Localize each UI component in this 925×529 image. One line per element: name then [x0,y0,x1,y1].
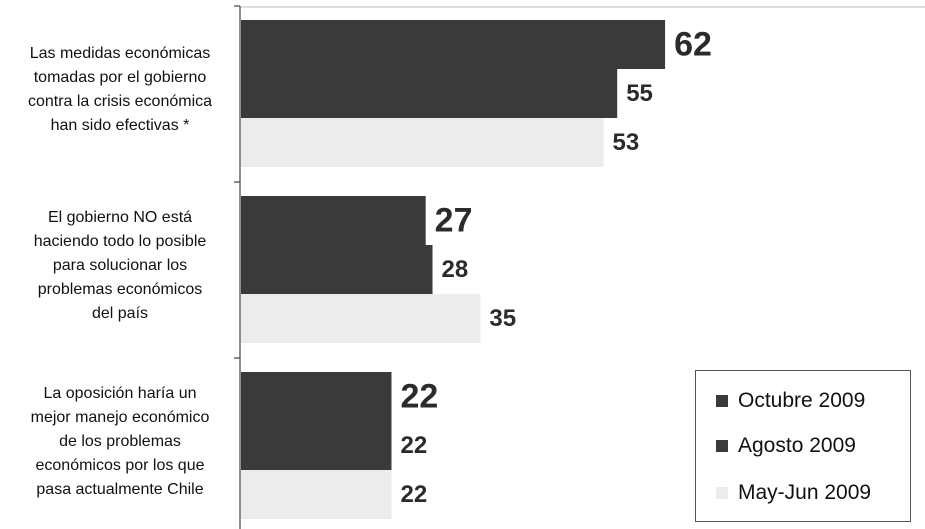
category-label-line: Las medidas económicas [29,45,211,62]
legend-swatch-may-jun-2009 [716,487,728,499]
legend-swatch-octubre-2009 [716,395,728,407]
category-label-line: pasa actualmente Chile [36,481,204,498]
bar-octubre-2009-cat-3 [241,372,392,421]
value-label-octubre-2009-cat-2: 27 [435,202,473,240]
category-label-line: económicos por los que [35,457,205,474]
category-label-line: tomadas por el gobierno [33,69,207,86]
legend-label-octubre-2009: Octubre 2009 [738,389,866,412]
bar-may-jun-2009-cat-3 [241,470,392,519]
legend-item-octubre-2009: Octubre 2009 [716,388,865,414]
category-label-line: La oposición haría un [43,385,197,402]
category-label-line: haciendo todo lo posible [33,233,207,250]
legend-label-agosto-2009: Agosto 2009 [738,434,856,457]
value-label-may-jun-2009-cat-1: 53 [613,129,640,156]
category-label-3: La oposición haría un mejor manejo económ… [0,382,240,502]
bars-group [241,20,666,519]
value-label-agosto-2009-cat-2: 28 [442,256,469,283]
bar-agosto-2009-cat-1 [241,69,618,118]
category-label-line: de los problemas [59,433,181,450]
value-label-may-jun-2009-cat-3: 22 [400,481,427,508]
value-label-agosto-2009-cat-3: 22 [400,432,427,459]
value-label-agosto-2009-cat-1: 55 [626,80,653,107]
legend-item-may-jun-2009: May-Jun 2009 [716,480,871,506]
category-label-1: Las medidas económicas tomadas por el gob… [0,42,240,138]
y-axis-ticks [234,5,240,359]
value-labels-group: 62 55 53 27 28 35 22 22 22 [400,26,711,509]
legend-swatch-agosto-2009 [716,440,728,452]
value-label-may-jun-2009-cat-2: 35 [489,305,516,332]
legend-item-agosto-2009: Agosto 2009 [716,433,856,459]
bar-agosto-2009-cat-3 [241,421,392,470]
category-label-line: mejor manejo económico [30,409,210,426]
value-label-octubre-2009-cat-3: 22 [400,378,438,416]
legend-label-may-jun-2009: May-Jun 2009 [738,481,872,504]
category-label-line: del país [91,305,149,322]
category-label-line: para solucionar los [52,257,188,274]
category-label-2: El gobierno NO está haciendo todo lo posi… [0,206,240,326]
value-label-octubre-2009-cat-1: 62 [674,26,712,64]
category-label-line: problemas económicos [37,281,203,298]
category-label-line: El gobierno NO está [47,209,193,226]
bar-may-jun-2009-cat-1 [241,118,604,167]
category-label-line: contra la crisis económica [27,93,213,110]
category-label-line: han sido efectivas * [50,117,190,134]
bar-agosto-2009-cat-2 [241,245,433,294]
legend: Octubre 2009 Agosto 2009 May-Jun 2009 [695,370,911,522]
bar-may-jun-2009-cat-2 [241,294,481,343]
bar-octubre-2009-cat-1 [241,20,666,69]
bar-octubre-2009-cat-2 [241,196,426,245]
